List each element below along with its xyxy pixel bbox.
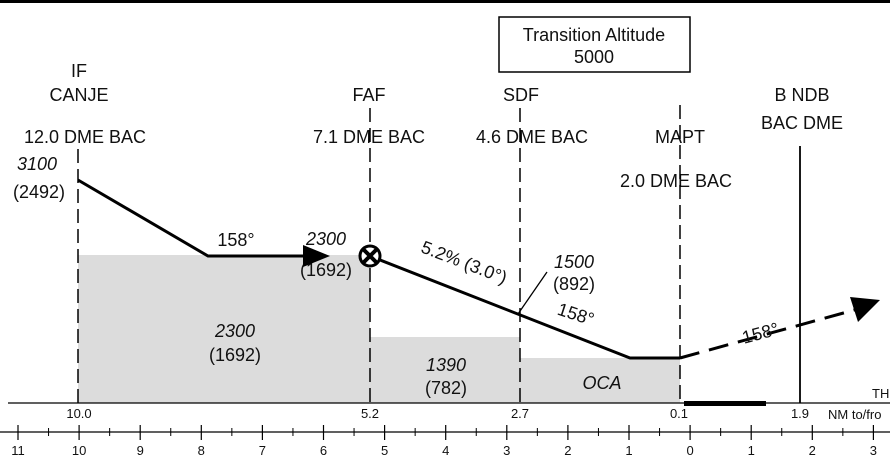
nm-scale-label: 6	[320, 443, 327, 458]
final-track-label: 158°	[555, 299, 597, 330]
ndb-dme-label: BAC DME	[761, 113, 843, 133]
transition-altitude-box	[498, 16, 691, 73]
nm-scale-label: 8	[198, 443, 205, 458]
mapt-dme-label: 2.0 DME BAC	[620, 171, 732, 191]
if-name-label: CANJE	[49, 85, 108, 105]
runway-bar	[684, 401, 766, 406]
oca-label: OCA	[582, 373, 621, 393]
final-approach-profile	[379, 258, 680, 360]
dme-distance-if: 10.0	[66, 406, 91, 421]
approach-descent-profile	[77, 178, 303, 258]
scale-unit-label: NM to/fro	[828, 407, 881, 422]
inbound-track-label: 158°	[217, 230, 254, 250]
faf-height: (1692)	[300, 260, 352, 280]
if-altitude: 3100	[17, 154, 57, 174]
nm-scale-label: 1	[625, 443, 632, 458]
nm-scale-labels: 11 10 9 8 7 6 5 4 3 2 1 0 1 2 3	[11, 443, 877, 458]
sdf-dme-label: 4.6 DME BAC	[476, 127, 588, 147]
nm-scale-label: 3	[870, 443, 877, 458]
sdf-role-label: SDF	[503, 85, 539, 105]
missed-track-label: 158°	[740, 319, 781, 348]
if-dme-label: 12.0 DME BAC	[24, 127, 146, 147]
faf-altitude: 2300	[305, 229, 346, 249]
nm-scale-label: 1	[748, 443, 755, 458]
dme-distance-mapt: 0.1	[670, 406, 688, 421]
faf-dme-label: 7.1 DME BAC	[313, 127, 425, 147]
faf-role-label: FAF	[352, 85, 385, 105]
nm-scale-label: 2	[809, 443, 816, 458]
transition-altitude-value: 5000	[574, 47, 614, 67]
ndb-name-label: B NDB	[774, 85, 829, 105]
transition-altitude-title: Transition Altitude	[523, 25, 665, 45]
if-height: (2492)	[13, 182, 65, 202]
missed-approach-arrow-icon	[850, 297, 880, 322]
nm-scale-ticks	[17, 425, 875, 440]
nm-scale-label: 2	[564, 443, 571, 458]
msa-segment-1-altitude: 2300	[214, 321, 255, 341]
nm-scale-label: 11	[11, 443, 25, 458]
msa-segment-1-height: (1692)	[209, 345, 261, 365]
faf-cross-icon	[358, 244, 382, 268]
threshold-label: TH	[872, 386, 889, 401]
nm-scale-label: 3	[503, 443, 510, 458]
msa-segment-2-shading	[370, 337, 520, 403]
sdf-altitude-leader	[517, 271, 548, 315]
nm-scale-label: 0	[686, 443, 693, 458]
dme-distance-faf: 5.2	[361, 406, 379, 421]
if-role-label: IF	[71, 61, 87, 81]
nm-scale-label: 4	[442, 443, 449, 458]
sdf-height: (892)	[553, 274, 595, 294]
dme-distance-ndb: 1.9	[791, 406, 809, 421]
sdf-altitude: 1500	[554, 252, 594, 272]
nm-scale-label: 5	[381, 443, 388, 458]
msa-segment-2-height: (782)	[425, 378, 467, 398]
nm-scale-label: 9	[137, 443, 144, 458]
nm-scale-label: 10	[72, 443, 86, 458]
missed-approach-track	[679, 307, 859, 360]
dme-distance-sdf: 2.7	[511, 406, 529, 421]
inbound-track-arrow-icon	[303, 245, 330, 267]
nm-scale-label: 7	[259, 443, 266, 458]
oca-segment-shading	[520, 358, 680, 403]
msa-segment-1-shading	[78, 255, 370, 403]
msa-segment-2-altitude: 1390	[426, 355, 466, 375]
